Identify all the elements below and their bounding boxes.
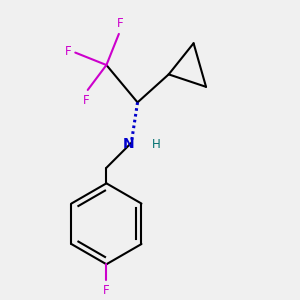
- Text: F: F: [65, 44, 72, 58]
- Text: F: F: [103, 284, 110, 298]
- Text: N: N: [122, 137, 134, 152]
- Text: F: F: [117, 17, 124, 30]
- Text: H: H: [152, 138, 160, 151]
- Text: F: F: [83, 94, 89, 107]
